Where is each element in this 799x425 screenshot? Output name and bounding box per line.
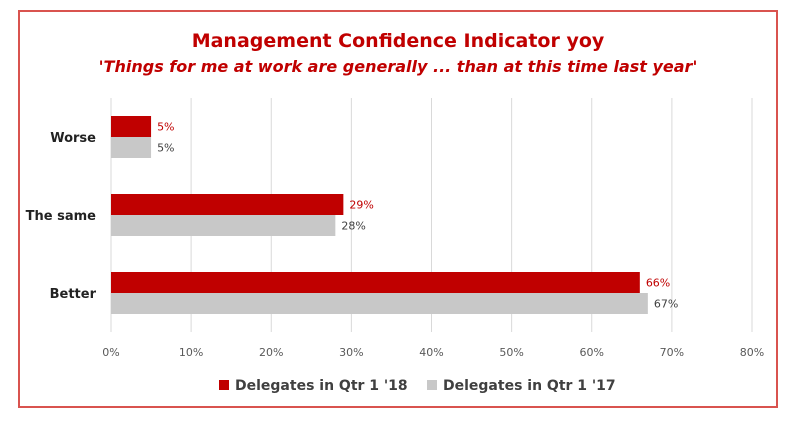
x-tick-label: 60% [580,346,604,359]
data-label: 28% [341,220,365,233]
x-tick-label: 40% [419,346,443,359]
category-label: Better [50,287,97,302]
legend-swatch [219,380,229,390]
bar [111,137,152,158]
x-tick-label: 30% [339,346,363,359]
data-label: 67% [654,298,678,311]
bar [111,293,648,314]
labels: 0% 10% 20% 30% 40% 50% 60% 70% 80% 5% 5% Worse 29% 28… [26,121,765,360]
x-tick-label: 20% [259,346,283,359]
legend-label: Delegates in Qtr 1 '18 [235,378,408,394]
category-label: The same [26,209,97,224]
x-tick-label: 10% [179,346,203,359]
legend-swatch [427,380,437,390]
bar [111,215,336,236]
legend: Delegates in Qtr 1 '18 Delegates in Qtr 1… [219,378,616,394]
legend-label: Delegates in Qtr 1 '17 [443,378,616,394]
legend-item: Delegates in Qtr 1 '17 [427,378,616,394]
x-tick-label: 80% [740,346,764,359]
x-tick-label: 70% [660,346,684,359]
data-label: 29% [349,199,373,212]
bar [111,194,344,215]
chart-subtitle: 'Things for me at work are generally ...… [98,57,698,76]
bar [111,272,640,293]
data-label: 5% [157,142,174,155]
bars [111,116,648,314]
category-label: Worse [50,131,96,146]
chart-title: Management Confidence Indicator yoy [191,30,605,52]
data-label: 66% [646,277,670,290]
legend-item: Delegates in Qtr 1 '18 [219,378,408,394]
bar [111,116,152,137]
data-label: 5% [157,121,174,134]
x-tick-label: 0% [102,346,119,359]
x-tick-label: 50% [499,346,523,359]
